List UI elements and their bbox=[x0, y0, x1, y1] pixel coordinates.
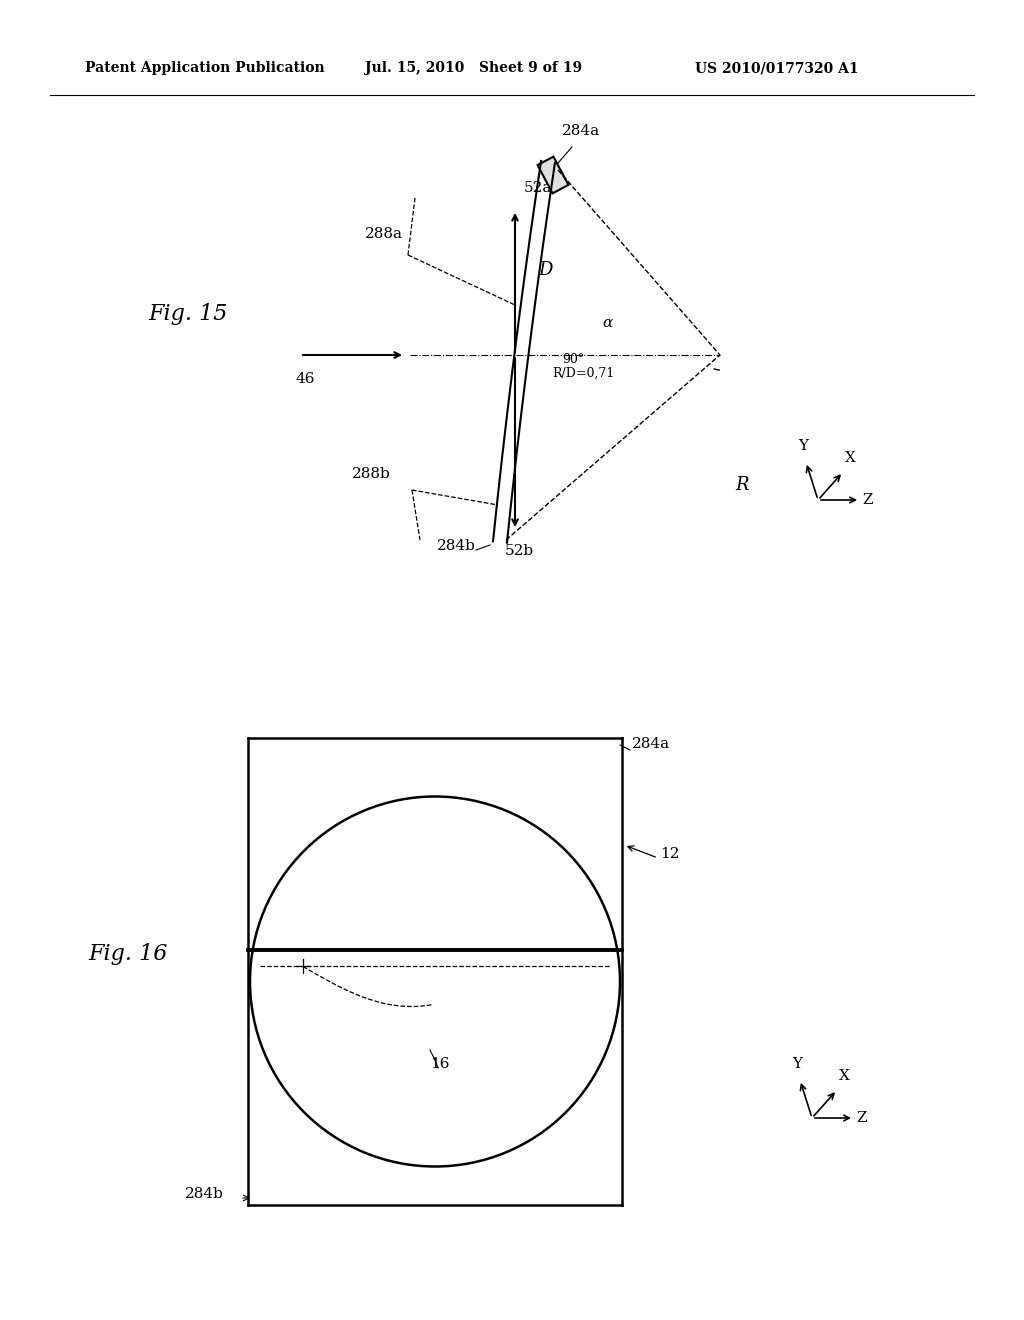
Text: Fig. 15: Fig. 15 bbox=[148, 304, 227, 325]
Text: D: D bbox=[538, 261, 552, 279]
Text: 90°: 90° bbox=[562, 352, 585, 366]
Text: Y: Y bbox=[792, 1057, 802, 1071]
Text: 284b: 284b bbox=[185, 1187, 224, 1201]
Text: 284a: 284a bbox=[632, 737, 670, 751]
Text: 284a: 284a bbox=[562, 124, 600, 139]
Text: 46: 46 bbox=[295, 372, 314, 385]
Text: Fig. 16: Fig. 16 bbox=[88, 942, 167, 965]
Text: α: α bbox=[602, 315, 612, 330]
Text: R: R bbox=[735, 477, 749, 494]
Text: US 2010/0177320 A1: US 2010/0177320 A1 bbox=[695, 61, 859, 75]
Text: 12: 12 bbox=[660, 847, 680, 861]
Text: Y: Y bbox=[798, 440, 808, 453]
Text: 288a: 288a bbox=[365, 227, 403, 242]
Text: X: X bbox=[845, 451, 856, 465]
Text: 52b: 52b bbox=[505, 544, 535, 558]
Text: R/D=0,71: R/D=0,71 bbox=[552, 367, 614, 380]
Text: Patent Application Publication: Patent Application Publication bbox=[85, 61, 325, 75]
Text: 16: 16 bbox=[430, 1057, 450, 1071]
Text: 288b: 288b bbox=[352, 467, 391, 480]
Text: 52a: 52a bbox=[524, 181, 552, 195]
Text: 284b: 284b bbox=[437, 539, 476, 553]
Text: X: X bbox=[839, 1069, 850, 1082]
Text: Z: Z bbox=[862, 492, 872, 507]
Text: Z: Z bbox=[856, 1111, 866, 1125]
Polygon shape bbox=[538, 157, 568, 193]
Text: Jul. 15, 2010   Sheet 9 of 19: Jul. 15, 2010 Sheet 9 of 19 bbox=[365, 61, 582, 75]
